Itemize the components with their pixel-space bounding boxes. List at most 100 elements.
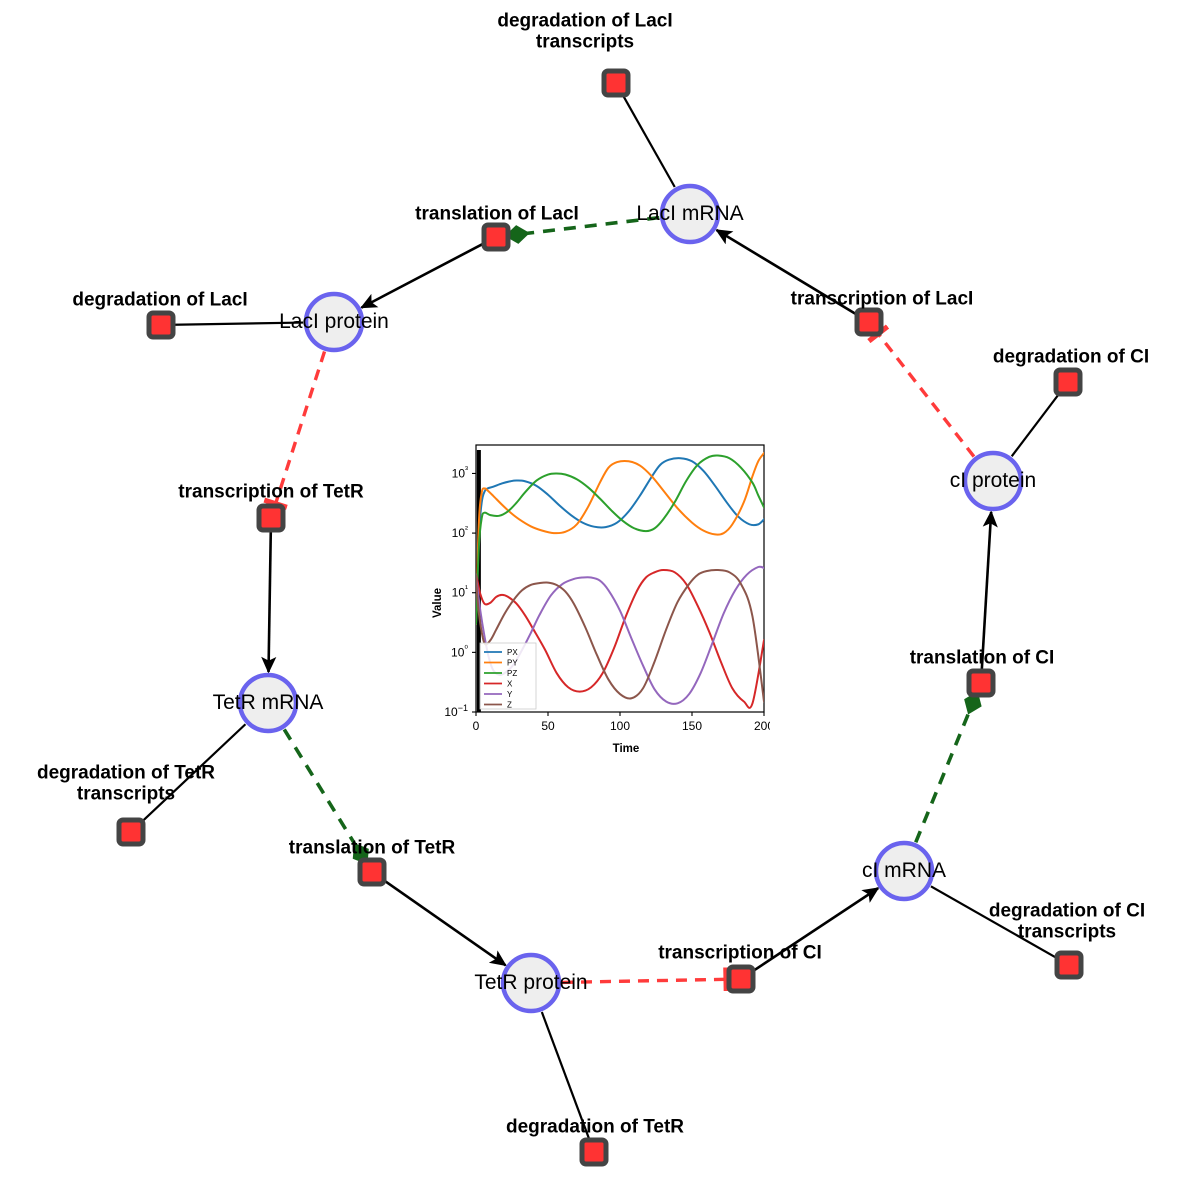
legend-label-PY: PY	[507, 659, 518, 668]
reaction-label-line: transcripts	[1017, 922, 1117, 943]
reaction-square[interactable]	[116, 817, 146, 847]
reaction-label: translation of CI	[910, 647, 1055, 668]
edge-product	[751, 887, 880, 973]
species-node-circle[interactable]	[962, 450, 1024, 512]
y-tick-label: 10−1	[444, 703, 468, 719]
series-line-PY	[476, 452, 764, 625]
reaction-square[interactable]	[601, 68, 631, 98]
reaction-label: degradation of TetR transcripts	[37, 763, 215, 806]
edge-product	[980, 510, 998, 671]
edge-catalysis	[914, 691, 982, 843]
edge-catalysis	[282, 728, 369, 865]
reaction-label-line: transcription of TetR	[178, 481, 364, 503]
edge-product	[261, 530, 277, 674]
reaction-label: transcription of TetR	[178, 481, 363, 502]
reaction-square[interactable]	[146, 310, 176, 340]
reaction-square[interactable]	[357, 857, 387, 887]
edge-plain	[540, 1011, 591, 1141]
legend-label-Z: Z	[507, 701, 512, 710]
reaction-label-line: degradation of LacI	[72, 289, 248, 311]
edge-product	[715, 228, 859, 317]
species-node-circle[interactable]	[303, 291, 365, 353]
reaction-node[interactable]	[726, 964, 756, 994]
reaction-square[interactable]	[854, 307, 884, 337]
x-tick-label: 50	[541, 719, 555, 733]
reaction-label-line: degradation of TetR	[36, 762, 216, 784]
legend-label-X: X	[507, 680, 513, 689]
species-node-circle[interactable]	[873, 840, 935, 902]
series-line-X	[476, 569, 764, 709]
reaction-label-line: transcription of LacI	[790, 288, 974, 310]
reaction-node[interactable]	[854, 307, 884, 337]
reaction-label: degradation of LacI transcripts	[497, 11, 672, 54]
legend-box	[479, 642, 537, 710]
y-tick-label: 10¹	[452, 584, 468, 600]
edge-inhibition	[263, 350, 327, 510]
reaction-square[interactable]	[481, 222, 511, 252]
reaction-label-line: transcripts	[535, 32, 635, 53]
reaction-node[interactable]	[601, 68, 631, 98]
x-tick-label: 200	[754, 719, 770, 733]
reaction-label-line: translation of LacI	[415, 203, 579, 225]
edge-inhibition	[561, 967, 729, 992]
reaction-label-line: translation of TetR	[288, 837, 456, 859]
reaction-square[interactable]	[966, 668, 996, 698]
edge-inhibition	[867, 324, 976, 458]
reaction-node[interactable]	[256, 503, 286, 533]
reaction-label-line: transcripts	[76, 784, 176, 805]
reaction-label: translation of TetR	[289, 837, 455, 858]
plot-series-lines	[476, 450, 764, 712]
edge-layer	[139, 93, 1062, 1141]
edge-plain	[139, 723, 247, 824]
legend-label-PZ: PZ	[507, 669, 517, 678]
y-tick-label: 10²	[452, 524, 468, 540]
reaction-node[interactable]	[116, 817, 146, 847]
reaction-square[interactable]	[726, 964, 756, 994]
x-tick-label: 100	[610, 719, 630, 733]
edge-plain	[930, 885, 1059, 960]
reaction-label-line: degradation of LacI	[497, 10, 673, 32]
reaction-label: transcription of LacI	[791, 288, 974, 309]
reaction-node[interactable]	[146, 310, 176, 340]
edge-product	[381, 878, 507, 967]
reaction-node-layer	[116, 68, 1084, 1167]
reaction-node[interactable]	[966, 668, 996, 698]
reaction-label-line: degradation of CI	[992, 346, 1150, 368]
reaction-square[interactable]	[579, 1137, 609, 1167]
reaction-node[interactable]	[357, 857, 387, 887]
edge-plain	[621, 93, 676, 188]
reaction-node[interactable]	[1053, 367, 1083, 397]
edge-product	[360, 241, 486, 309]
reaction-node[interactable]	[1054, 950, 1084, 980]
legend-label-Y: Y	[507, 690, 513, 699]
reaction-label-line: degradation of CI	[988, 900, 1146, 922]
edge-plain	[173, 321, 304, 326]
reaction-label: transcription of CI	[658, 942, 822, 963]
reaction-label-line: transcription of CI	[658, 942, 822, 964]
reaction-square[interactable]	[1053, 367, 1083, 397]
reaction-square[interactable]	[1054, 950, 1084, 980]
reaction-node[interactable]	[579, 1137, 609, 1167]
species-node-circle[interactable]	[500, 952, 562, 1014]
edge-plain	[1010, 391, 1062, 457]
plot-ylabel: Value	[432, 588, 444, 618]
legend-label-PX: PX	[507, 648, 518, 657]
series-line-PZ	[476, 454, 764, 625]
y-tick-label: 10⁰	[451, 643, 468, 659]
reaction-label: degradation of LacI	[72, 289, 247, 310]
edge-catalysis	[504, 215, 660, 244]
reaction-node[interactable]	[481, 222, 511, 252]
species-node-circle[interactable]	[237, 672, 299, 734]
species-node-circle[interactable]	[659, 183, 721, 245]
reaction-label: degradation of CI	[993, 346, 1149, 367]
reaction-label: translation of LacI	[415, 203, 579, 224]
species-node-layer	[237, 183, 1024, 1014]
reaction-square[interactable]	[256, 503, 286, 533]
plot-tick-labels: 0 50 100 150 200 10−1 10⁰ 10¹ 10² 10³	[444, 464, 770, 733]
y-tick-label: 10³	[452, 464, 468, 480]
reaction-label-line: translation of CI	[909, 647, 1055, 669]
